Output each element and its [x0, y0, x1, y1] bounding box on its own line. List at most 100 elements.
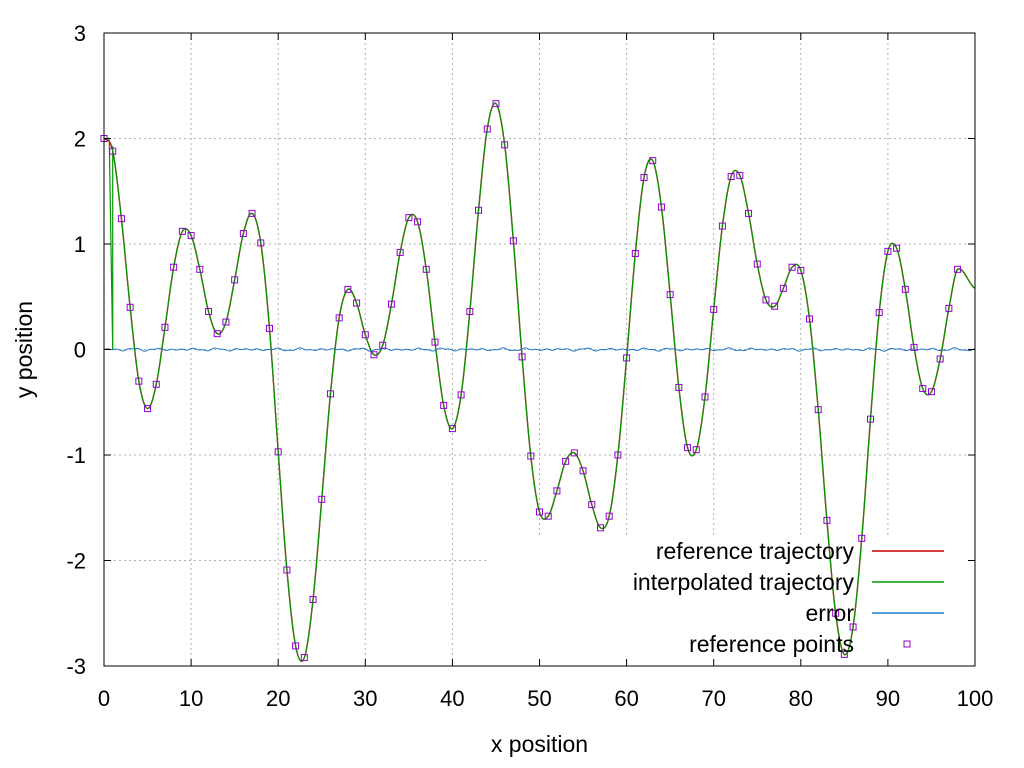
y-axis-label: y position: [11, 301, 37, 398]
reference-point: [309, 596, 317, 604]
x-tick-label: 20: [266, 686, 290, 711]
error-line: [103, 347, 976, 352]
reference-point: [666, 291, 674, 299]
legend-label: reference trajectory: [656, 538, 855, 564]
reference-point: [945, 304, 953, 312]
x-tick-label: 10: [179, 686, 203, 711]
x-tick-label: 100: [957, 686, 994, 711]
x-axis-label: x position: [491, 731, 588, 757]
reference-point: [536, 508, 543, 516]
y-tick-label: -2: [66, 549, 86, 574]
x-tick-label: 80: [789, 686, 813, 711]
reference-point: [379, 341, 387, 349]
reference-point: [135, 377, 143, 385]
reference-point: [954, 265, 962, 273]
legend-marker: [903, 640, 911, 648]
x-tick-label: 0: [98, 686, 110, 711]
reference-point: [718, 222, 726, 230]
y-tick-label: 0: [74, 338, 86, 363]
reference-point: [806, 315, 814, 323]
reference-point: [631, 249, 639, 257]
reference-point: [832, 609, 840, 617]
reference-point: [588, 501, 596, 509]
y-tick-label: -3: [66, 654, 86, 679]
reference-point: [283, 566, 291, 574]
reference-point: [440, 401, 448, 409]
reference-point: [422, 265, 430, 273]
reference-point: [910, 343, 918, 351]
reference-point: [501, 141, 509, 149]
reference-point: [274, 448, 282, 456]
reference-point: [318, 495, 326, 503]
reference-point: [640, 174, 648, 182]
reference-point: [562, 457, 570, 465]
reference-point: [753, 260, 761, 268]
reference-point: [866, 415, 874, 423]
reference-point: [475, 206, 483, 214]
reference-point: [657, 203, 665, 211]
reference-point: [553, 487, 561, 495]
reference-point: [579, 467, 587, 475]
reference-point: [684, 444, 692, 452]
reference-point: [736, 171, 744, 179]
reference-point: [797, 266, 805, 274]
reference-point: [779, 284, 787, 292]
x-tick-label: 90: [876, 686, 900, 711]
reference-point: [492, 100, 500, 108]
reference-point: [701, 393, 709, 401]
reference-point: [170, 263, 178, 271]
reference-point: [596, 524, 604, 532]
x-tick-label: 60: [614, 686, 638, 711]
reference-point: [936, 355, 944, 363]
reference-point: [692, 446, 700, 454]
reference-point: [614, 451, 622, 459]
reference-point: [361, 331, 369, 339]
reference-point: [623, 354, 631, 362]
reference-point: [466, 308, 474, 316]
y-tick-label: 3: [74, 21, 86, 46]
reference-point: [248, 209, 256, 217]
reference-point: [405, 214, 413, 222]
reference-point: [109, 147, 117, 155]
reference-point: [745, 209, 753, 217]
reference-point: [710, 305, 718, 313]
legend-label: reference points: [689, 631, 854, 657]
reference-point: [396, 248, 404, 256]
reference-point: [762, 296, 770, 304]
reference-point: [231, 276, 239, 284]
reference-point: [527, 452, 535, 460]
reference-point: [257, 239, 265, 247]
reference-point: [187, 232, 195, 240]
x-tick-label: 50: [527, 686, 551, 711]
reference-point: [414, 218, 422, 226]
reference-point: [518, 353, 526, 361]
y-tick-label: 1: [74, 232, 86, 257]
legend: reference trajectory interpolated traject…: [633, 538, 944, 657]
reference-point: [840, 650, 848, 658]
reference-point: [213, 330, 221, 338]
reference-point: [605, 512, 613, 520]
reference-point: [675, 383, 683, 391]
reference-point: [814, 406, 822, 414]
reference-point: [919, 385, 927, 393]
reference-point: [239, 229, 247, 237]
axis-ticks: 0 10 20 30 40 50 60 70 80 90 100 -3 -2 -1 0 1 2 3: [66, 21, 993, 711]
x-tick-label: 30: [353, 686, 377, 711]
reference-point: [927, 388, 935, 396]
reference-point: [387, 300, 395, 308]
reference-point: [326, 390, 334, 398]
legend-label: interpolated trajectory: [633, 569, 855, 595]
reference-point: [448, 425, 456, 433]
reference-point: [222, 318, 230, 326]
reference-point: [884, 247, 892, 255]
y-tick-label: -1: [66, 443, 86, 468]
reference-point: [161, 323, 169, 331]
reference-point: [823, 516, 831, 524]
reference-point: [300, 654, 308, 662]
x-tick-label: 40: [440, 686, 464, 711]
reference-point: [117, 215, 125, 223]
reference-point: [457, 391, 465, 399]
reference-point: [335, 314, 343, 322]
reference-point: [205, 308, 213, 316]
